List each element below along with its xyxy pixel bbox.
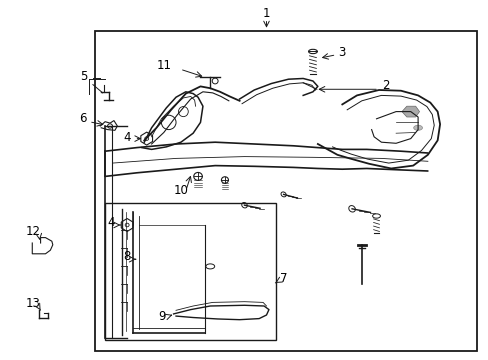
Text: 1: 1 xyxy=(262,7,270,20)
Text: 8: 8 xyxy=(123,250,131,263)
Text: 2: 2 xyxy=(382,79,389,92)
Bar xyxy=(95,31,476,351)
Text: 10: 10 xyxy=(173,184,188,197)
Text: 12: 12 xyxy=(26,225,41,238)
Text: 4: 4 xyxy=(123,131,131,144)
Text: 11: 11 xyxy=(157,59,172,72)
Text: 13: 13 xyxy=(26,297,41,310)
Bar xyxy=(105,203,276,340)
Text: 9: 9 xyxy=(158,310,166,323)
Text: 4: 4 xyxy=(107,216,115,229)
Polygon shape xyxy=(401,106,419,117)
Ellipse shape xyxy=(413,125,422,130)
Text: 7: 7 xyxy=(279,273,286,285)
Text: 3: 3 xyxy=(338,46,345,59)
Text: 6: 6 xyxy=(80,112,87,125)
Text: 5: 5 xyxy=(80,70,87,83)
